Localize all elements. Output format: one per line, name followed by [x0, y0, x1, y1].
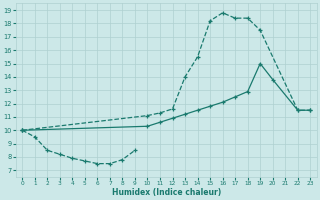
X-axis label: Humidex (Indice chaleur): Humidex (Indice chaleur): [112, 188, 221, 197]
